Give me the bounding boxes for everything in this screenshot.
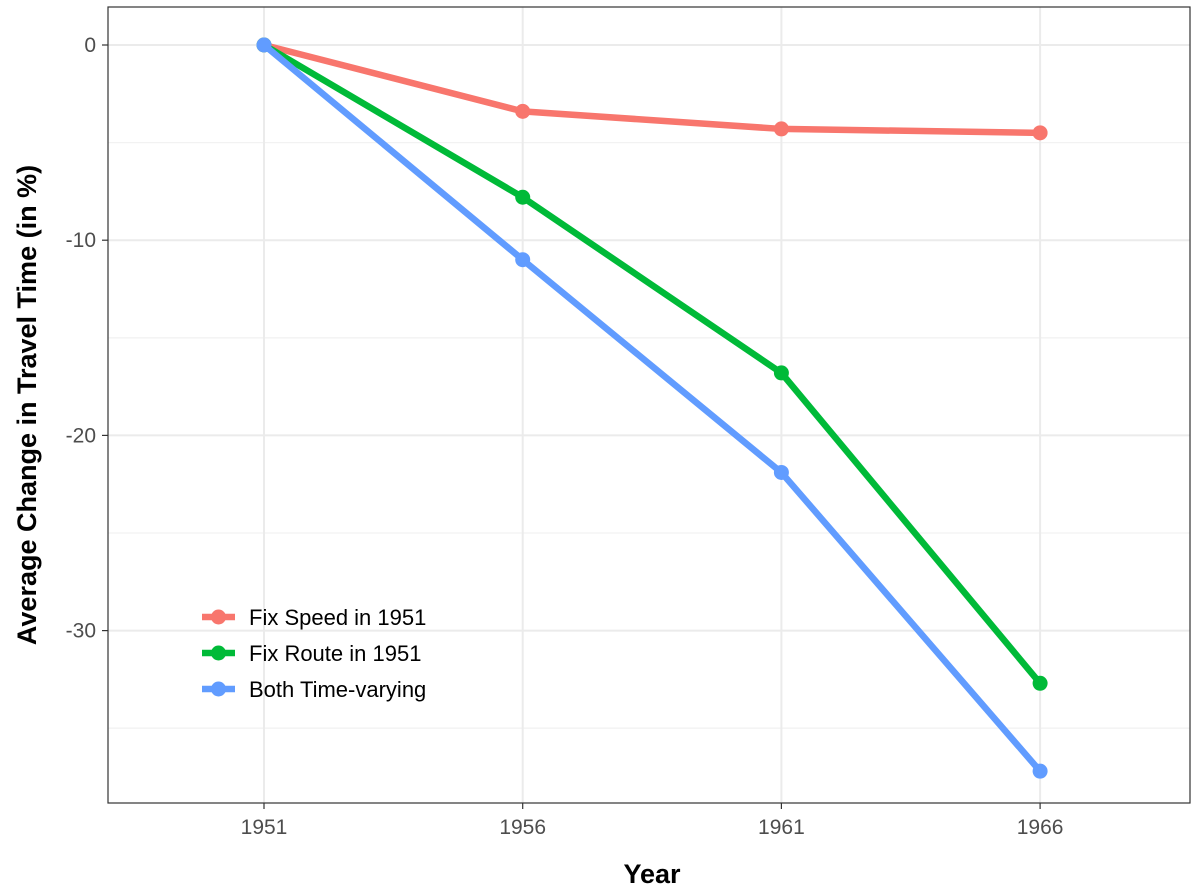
legend-item: Both Time-varying <box>202 677 426 702</box>
minor-gridlines <box>108 141 1190 729</box>
series-line <box>262 42 1043 686</box>
legend-item: Fix Route in 1951 <box>202 641 421 666</box>
x-tick-label: 1966 <box>1017 816 1064 839</box>
legend-key-point <box>211 645 226 661</box>
legend-label: Fix Route in 1951 <box>249 641 421 666</box>
y-axis-tick-labels: 0 -10 -20 -30 <box>66 34 96 643</box>
axis-ticks <box>102 44 1041 809</box>
y-tick-label: 0 <box>84 34 96 57</box>
data-point <box>1032 763 1048 779</box>
data-point <box>256 37 272 53</box>
plot-panel-background <box>108 7 1190 803</box>
x-tick-label: 1961 <box>758 816 805 839</box>
data-point <box>515 189 531 205</box>
series-line <box>261 42 1043 774</box>
data-point <box>1032 125 1048 141</box>
x-axis-tick-labels: 1951 1956 1961 1966 <box>241 816 1064 839</box>
legend: Fix Speed in 1951 Fix Route in 1951 Both T… <box>202 605 426 702</box>
y-tick-label: -30 <box>66 620 96 643</box>
y-tick-label: -10 <box>66 229 96 252</box>
legend-key-point <box>211 609 226 625</box>
legend-label: Both Time-varying <box>249 677 426 702</box>
y-axis-title: Average Change in Travel Time (in %) <box>12 165 42 645</box>
legend-key-point <box>211 681 226 697</box>
data-point <box>515 252 531 268</box>
legend-label: Fix Speed in 1951 <box>249 605 426 630</box>
legend-item: Fix Speed in 1951 <box>202 605 426 630</box>
y-tick-label: -20 <box>66 424 96 447</box>
plot-panel-border <box>107 6 1191 804</box>
series-line <box>263 41 1041 137</box>
data-point <box>773 464 789 480</box>
x-tick-label: 1956 <box>499 816 546 839</box>
data-point <box>773 121 789 137</box>
x-axis-title: Year <box>623 859 681 889</box>
data-point <box>1032 675 1048 691</box>
x-tick-label: 1951 <box>241 816 288 839</box>
major-gridlines <box>108 7 1190 803</box>
series-layer <box>256 37 1048 779</box>
data-point <box>515 103 531 119</box>
series-3 <box>256 37 1048 779</box>
data-point <box>773 365 789 381</box>
